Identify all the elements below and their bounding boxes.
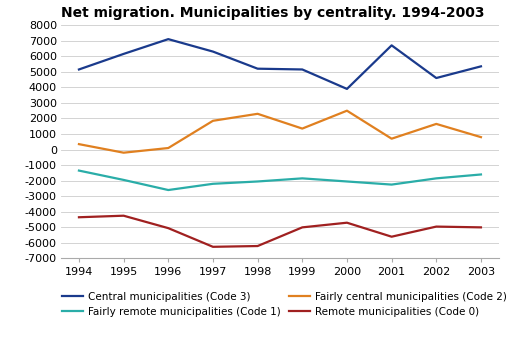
Fairly central municipalities (Code 2) [344,108,350,113]
Remote municipalities (Code 0) [210,245,216,249]
Fairly remote municipalities (Code 1) [210,182,216,186]
Central municipalities (Code 3) [254,66,261,71]
Remote municipalities (Code 0) [433,224,439,229]
Fairly central municipalities (Code 2) [165,146,172,150]
Central municipalities (Code 3) [433,76,439,80]
Central municipalities (Code 3) [76,67,82,72]
Fairly central municipalities (Code 2) [76,142,82,146]
Central municipalities (Code 3) [210,50,216,54]
Remote municipalities (Code 0) [299,225,305,229]
Line: Fairly remote municipalities (Code 1): Fairly remote municipalities (Code 1) [79,171,481,190]
Fairly central municipalities (Code 2) [388,136,394,141]
Remote municipalities (Code 0) [388,234,394,239]
Fairly central municipalities (Code 2) [433,122,439,126]
Text: Net migration. Municipalities by centrality. 1994-2003: Net migration. Municipalities by central… [61,6,485,20]
Remote municipalities (Code 0) [254,244,261,248]
Remote municipalities (Code 0) [76,215,82,219]
Fairly remote municipalities (Code 1) [433,176,439,181]
Fairly central municipalities (Code 2) [478,135,484,139]
Fairly central municipalities (Code 2) [210,118,216,123]
Central municipalities (Code 3) [299,67,305,72]
Central municipalities (Code 3) [478,64,484,69]
Legend: Central municipalities (Code 3), Fairly remote municipalities (Code 1), Fairly c: Central municipalities (Code 3), Fairly … [62,292,507,317]
Line: Remote municipalities (Code 0): Remote municipalities (Code 0) [79,216,481,247]
Remote municipalities (Code 0) [344,220,350,225]
Fairly remote municipalities (Code 1) [478,172,484,177]
Central municipalities (Code 3) [165,37,172,41]
Fairly remote municipalities (Code 1) [344,179,350,183]
Fairly central municipalities (Code 2) [254,112,261,116]
Fairly remote municipalities (Code 1) [165,188,172,192]
Fairly remote municipalities (Code 1) [76,168,82,173]
Fairly remote municipalities (Code 1) [388,182,394,187]
Central municipalities (Code 3) [121,52,127,56]
Central municipalities (Code 3) [388,43,394,47]
Fairly remote municipalities (Code 1) [121,178,127,182]
Fairly remote municipalities (Code 1) [299,176,305,181]
Central municipalities (Code 3) [344,87,350,91]
Line: Fairly central municipalities (Code 2): Fairly central municipalities (Code 2) [79,111,481,153]
Fairly central municipalities (Code 2) [121,150,127,155]
Remote municipalities (Code 0) [165,226,172,230]
Remote municipalities (Code 0) [121,214,127,218]
Fairly remote municipalities (Code 1) [254,179,261,183]
Remote municipalities (Code 0) [478,225,484,229]
Fairly central municipalities (Code 2) [299,126,305,131]
Line: Central municipalities (Code 3): Central municipalities (Code 3) [79,39,481,89]
